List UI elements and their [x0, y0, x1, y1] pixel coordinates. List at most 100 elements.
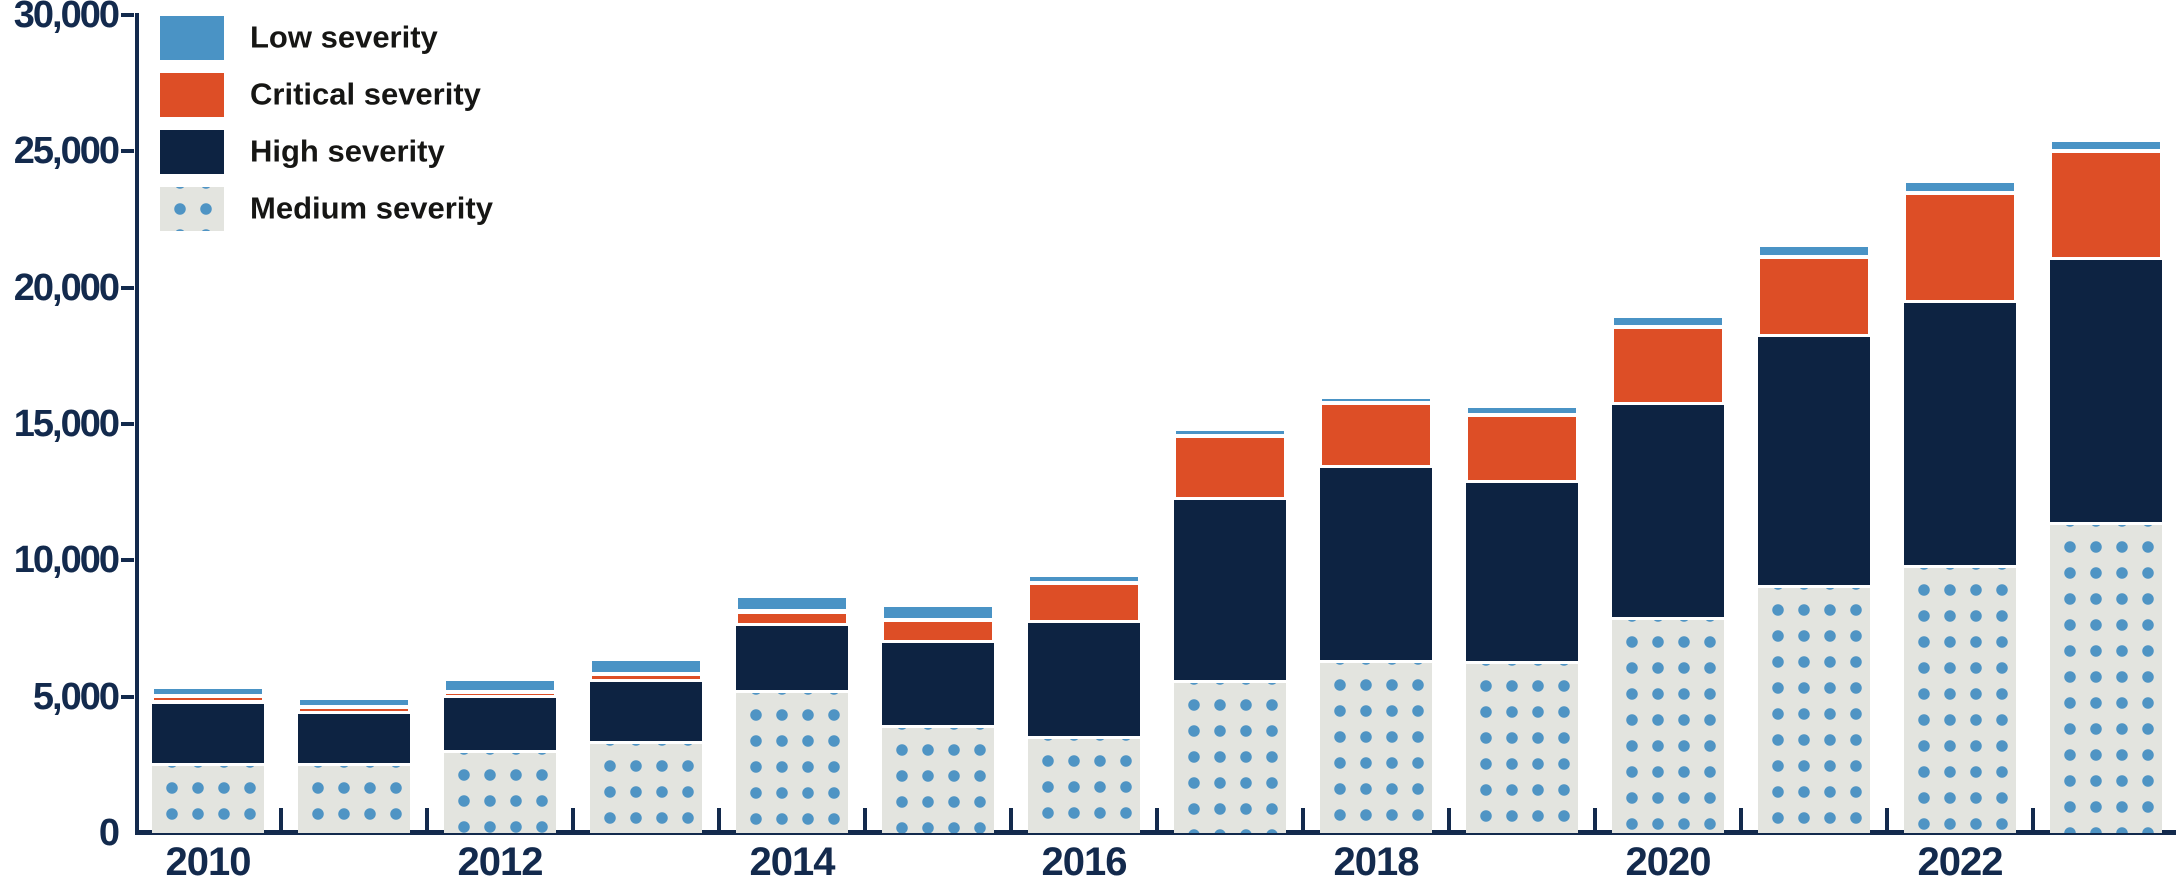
bar-2014-segment-low-severity: [736, 595, 848, 614]
bar-2013: [590, 658, 702, 833]
bar-2023: [2050, 140, 2162, 833]
bar-2014-segment-high-severity: [736, 625, 848, 693]
bar-2011: [298, 698, 410, 833]
x-axis-label-2018: 2018: [1333, 840, 1420, 883]
y-axis-label-0: 0: [98, 812, 120, 854]
x-axis-tick: [863, 808, 867, 830]
bar-2020-segment-medium-severity: [1612, 620, 1724, 833]
bar-2010-segment-critical-severity: [152, 697, 264, 704]
y-axis-label-30000: 30,000: [13, 0, 120, 36]
y-axis-label-10000: 10,000: [13, 539, 120, 581]
bar-2012-segment-critical-severity: [444, 693, 556, 698]
bar-2010-segment-low-severity: [152, 687, 264, 698]
y-axis-tick-5000: [121, 695, 134, 699]
bar-2017: [1174, 429, 1286, 833]
x-axis-label-2014: 2014: [749, 840, 836, 883]
bar-2016-segment-low-severity: [1028, 575, 1140, 585]
bar-2011-segment-medium-severity: [298, 766, 410, 833]
bar-2020-segment-low-severity: [1612, 316, 1724, 329]
bar-2018-segment-medium-severity: [1320, 662, 1432, 833]
x-axis-tick: [1447, 808, 1451, 830]
x-axis-tick: [1593, 808, 1597, 830]
x-axis-label-2010: 2010: [165, 840, 252, 883]
x-axis-label-2012: 2012: [457, 840, 544, 883]
bar-2021: [1758, 245, 1870, 833]
bar-2013-segment-critical-severity: [590, 676, 702, 682]
y-axis-tick-30000: [121, 13, 134, 17]
y-axis-label-5000: 5,000: [32, 676, 120, 718]
bar-2011-segment-critical-severity: [298, 708, 410, 715]
bar-2012-segment-high-severity: [444, 698, 556, 753]
x-axis-label-2020: 2020: [1625, 840, 1712, 883]
bar-2014-segment-critical-severity: [736, 613, 848, 626]
bar-2022-segment-medium-severity: [1904, 568, 2016, 833]
x-axis-line: [135, 830, 2176, 835]
bar-2019-segment-critical-severity: [1466, 417, 1578, 483]
high-severity-swatch: [160, 130, 224, 174]
bar-2010: [152, 687, 264, 833]
bar-2016-segment-medium-severity: [1028, 738, 1140, 833]
bar-2016-segment-critical-severity: [1028, 584, 1140, 623]
bar-2012-segment-medium-severity: [444, 752, 556, 833]
bar-2023-segment-high-severity: [2050, 260, 2162, 525]
bar-2019: [1466, 406, 1578, 833]
y-axis-label-15000: 15,000: [13, 403, 120, 445]
x-axis-tick: [717, 808, 721, 830]
bar-2010-segment-medium-severity: [152, 766, 264, 833]
bar-2021-segment-critical-severity: [1758, 259, 1870, 337]
bar-2020-segment-high-severity: [1612, 404, 1724, 621]
x-axis-tick: [1739, 808, 1743, 830]
x-axis-label-2022: 2022: [1917, 840, 2004, 883]
y-axis-label-25000: 25,000: [13, 130, 120, 172]
bar-2013-segment-medium-severity: [590, 744, 702, 833]
bar-2013-segment-low-severity: [590, 658, 702, 677]
legend-label: Low severity: [250, 19, 438, 55]
bar-2011-segment-high-severity: [298, 714, 410, 767]
x-axis-tick: [1009, 808, 1013, 830]
bar-2010-segment-high-severity: [152, 703, 264, 767]
bar-2015-segment-low-severity: [882, 605, 994, 622]
bar-2017-segment-medium-severity: [1174, 683, 1286, 833]
x-axis-tick: [2031, 808, 2035, 830]
critical-severity-swatch: [160, 73, 224, 117]
bar-2015-segment-high-severity: [882, 643, 994, 728]
x-axis-tick: [1301, 808, 1305, 830]
y-axis-tick-10000: [121, 558, 134, 562]
x-axis-label-2016: 2016: [1041, 840, 1128, 883]
bar-2023-segment-medium-severity: [2050, 524, 2162, 833]
bar-2018: [1320, 396, 1432, 833]
bar-2012-segment-low-severity: [444, 678, 556, 694]
x-axis-tick: [279, 808, 283, 830]
y-axis-tick-20000: [121, 286, 134, 290]
bar-2021-segment-high-severity: [1758, 336, 1870, 588]
bar-2017-segment-critical-severity: [1174, 437, 1286, 501]
bar-2019-segment-low-severity: [1466, 406, 1578, 418]
x-axis-tick: [571, 808, 575, 830]
bar-2017-segment-low-severity: [1174, 429, 1286, 438]
legend-label: High severity: [250, 133, 445, 169]
bar-2014-segment-medium-severity: [736, 692, 848, 833]
bar-2020: [1612, 316, 1724, 833]
bar-2014: [736, 595, 848, 833]
bar-2023-segment-critical-severity: [2050, 152, 2162, 261]
bar-2011-segment-low-severity: [298, 698, 410, 709]
bar-2020-segment-critical-severity: [1612, 328, 1724, 405]
bar-2016-segment-high-severity: [1028, 623, 1140, 739]
bar-2022: [1904, 181, 2016, 833]
bar-2018-segment-low-severity: [1320, 396, 1432, 405]
legend-label: Medium severity: [250, 190, 493, 226]
y-axis-label-20000: 20,000: [13, 267, 120, 309]
bar-2013-segment-high-severity: [590, 681, 702, 745]
bar-2015: [882, 605, 994, 833]
bar-2022-segment-low-severity: [1904, 181, 2016, 195]
bar-2015-segment-medium-severity: [882, 727, 994, 833]
y-axis-tick-25000: [121, 149, 134, 153]
medium-severity-swatch: [160, 187, 224, 231]
y-axis-line: [135, 13, 139, 833]
bar-2018-segment-critical-severity: [1320, 404, 1432, 468]
bar-2022-segment-critical-severity: [1904, 195, 2016, 303]
x-axis-tick: [1885, 808, 1889, 830]
bar-2021-segment-medium-severity: [1758, 587, 1870, 833]
bar-2023-segment-low-severity: [2050, 140, 2162, 153]
